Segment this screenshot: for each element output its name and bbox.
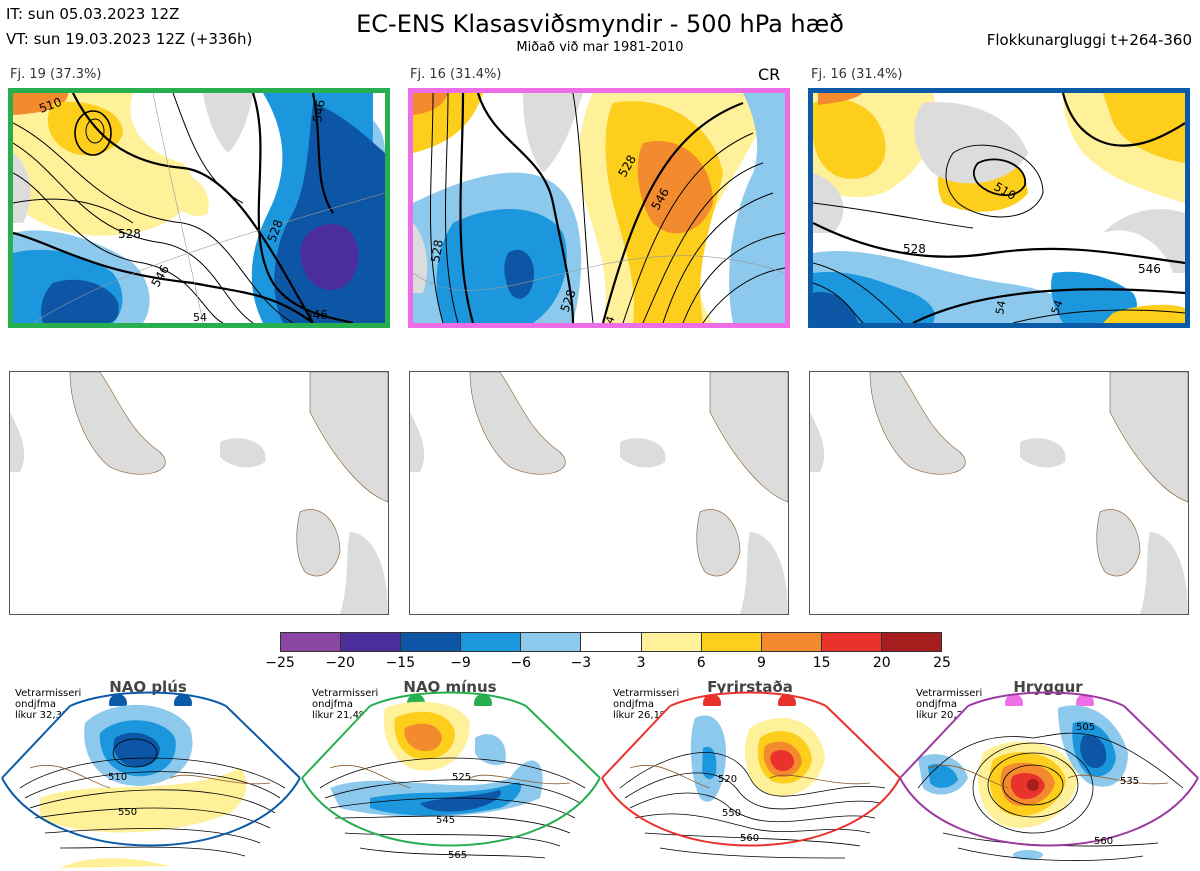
- cluster-3-contour-label: 546: [1138, 262, 1161, 276]
- cluster-3-contour-label: 54: [1049, 298, 1066, 316]
- colorbar-tick-label: −25: [265, 655, 295, 671]
- regime-contour-label: 545: [436, 815, 455, 826]
- cluster-3-contour-label: 54: [993, 299, 1008, 315]
- regime-note: Vetrarmisseri ondjfma líkur 21,4%: [312, 688, 378, 721]
- regime-note: Vetrarmisseri ondjfma líkur 20,2%: [916, 688, 982, 721]
- colorbar-swatch: [641, 633, 702, 651]
- colorbar-tick-label: −3: [570, 655, 592, 671]
- base-map-3: [809, 371, 1189, 615]
- regime-note-line: ondjfma: [312, 699, 353, 710]
- regime-contour-label: 550: [118, 807, 137, 818]
- page-subtitle: Miðað við mar 1981-2010: [516, 40, 684, 55]
- cluster-1-label: Fj. 19 (37.3%): [10, 67, 102, 82]
- colorbar-tick-label: −9: [450, 655, 471, 671]
- cluster-2-map: 528 546 528 528 54: [408, 88, 790, 328]
- cluster-1-contour-label: 528: [118, 227, 141, 241]
- colorbar-tick-label: 25: [933, 655, 951, 671]
- regime-note-line: líkur 26,1%: [613, 710, 670, 721]
- cluster-3-contour-label: 528: [903, 242, 926, 256]
- colorbar-tick-label: 20: [872, 655, 891, 671]
- colorbar-swatch: [701, 633, 762, 651]
- colorbar-tick-label: 15: [812, 655, 831, 671]
- cluster-1-map: 510 528 546 528 546 546 54: [8, 88, 390, 328]
- regime-title: Fyrirstaða: [707, 678, 793, 696]
- regime-contour-label: 550: [722, 808, 741, 819]
- regime-blocking: Fyrirstaða Vetrarmisseri ondjfma líkur 2…: [600, 678, 902, 871]
- regime-contour-label: 560: [740, 833, 759, 844]
- colorbar-ticks: −25 −20 −15 −9 −6 −3 3 6 9 15 20 25: [260, 655, 960, 675]
- regime-title: Hryggur: [1013, 678, 1083, 696]
- colorbar-swatch: [341, 633, 402, 651]
- regime-note: Vetrarmisseri ondjfma líkur 32,3%: [15, 688, 81, 721]
- regime-note: Vetrarmisseri ondjfma líkur 26,1%: [613, 688, 679, 721]
- colorbar-tick-label: −6: [510, 655, 532, 671]
- valid-time: VT: sun 19.03.2023 12Z (+336h): [6, 30, 253, 48]
- cluster-2-contour-label: 528: [428, 239, 446, 264]
- cluster-1-contour-label: 546: [305, 308, 328, 322]
- regime-contour-label: 525: [452, 772, 471, 783]
- regime-contour-label: 560: [1094, 836, 1113, 847]
- regime-contour-label: 565: [448, 850, 467, 861]
- regime-nao-plus: NAO plús Vetrarmisseri ondjfma líkur 32,…: [0, 678, 302, 871]
- colorbar-swatch: [281, 633, 342, 651]
- colorbar-tick-label: 3: [636, 655, 646, 671]
- colorbar: [280, 632, 942, 652]
- cluster-2-tag: CR: [758, 65, 781, 84]
- regime-note-line: líkur 32,3%: [15, 710, 72, 721]
- cluster-3-label: Fj. 16 (31.4%): [811, 67, 903, 82]
- regime-title: NAO mínus: [403, 678, 497, 696]
- regime-note-line: Vetrarmisseri: [916, 688, 983, 699]
- regime-note-line: ondjfma: [613, 699, 654, 710]
- cluster-3-map: 510 528 546 54 54: [808, 88, 1190, 328]
- regime-note-line: Vetrarmisseri: [15, 688, 82, 699]
- colorbar-tick-label: 6: [696, 655, 706, 671]
- colorbar-swatch: [401, 633, 462, 651]
- cluster-2-contour-label: 54: [601, 314, 618, 323]
- regime-ridge: Hryggur Vetrarmisseri ondjfma líkur 20,2…: [898, 678, 1200, 871]
- regime-nao-minus: NAO mínus Vetrarmisseri ondjfma líkur 21…: [300, 678, 602, 871]
- regime-note-line: líkur 20,2%: [916, 710, 973, 721]
- regime-contour-label: 535: [1120, 776, 1139, 787]
- colorbar-swatch: [521, 633, 582, 651]
- classification-window: Flokkunargluggi t+264-360: [986, 31, 1192, 49]
- colorbar-swatch: [761, 633, 822, 651]
- colorbar-swatch: [461, 633, 522, 651]
- regime-contour-label: 510: [108, 772, 127, 783]
- regime-contour-label: 520: [718, 774, 737, 785]
- regime-note-line: ondjfma: [15, 699, 56, 710]
- regime-contour-label: 505: [1076, 722, 1095, 733]
- colorbar-swatch: [581, 633, 642, 651]
- colorbar-tick-label: −20: [325, 655, 355, 671]
- init-time: IT: sun 05.03.2023 12Z: [6, 5, 180, 23]
- regime-note-line: Vetrarmisseri: [613, 688, 680, 699]
- colorbar-tick-label: −15: [385, 655, 416, 671]
- regime-note-line: líkur 21,4%: [312, 710, 369, 721]
- colorbar-swatch: [881, 633, 942, 651]
- base-map-2: [409, 371, 789, 615]
- regime-title: NAO plús: [109, 678, 187, 696]
- cluster-1-contour-label: 54: [193, 311, 207, 323]
- colorbar-tick-label: 9: [756, 655, 766, 671]
- regime-note-line: ondjfma: [916, 699, 957, 710]
- page-title: EC-ENS Klasasviðsmyndir - 500 hPa hæð: [356, 10, 844, 38]
- base-map-1: [9, 371, 389, 615]
- regime-note-line: Vetrarmisseri: [312, 688, 379, 699]
- cluster-1-contour-label: 546: [310, 99, 328, 124]
- cluster-2-label: Fj. 16 (31.4%): [410, 67, 502, 82]
- colorbar-swatch: [821, 633, 882, 651]
